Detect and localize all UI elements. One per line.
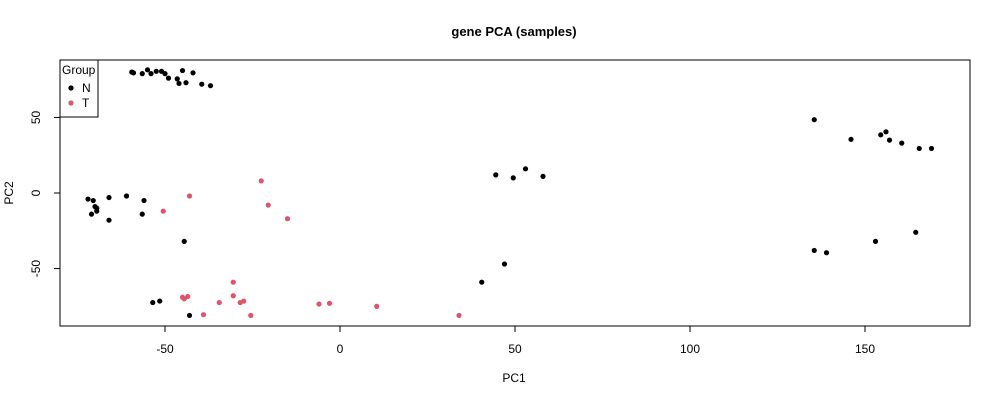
data-point-n (190, 70, 196, 76)
y-tick-label: 50 (29, 110, 43, 124)
data-point-n (878, 132, 884, 138)
data-point-n (811, 247, 817, 254)
data-point-n (886, 137, 893, 143)
data-point-n (899, 140, 905, 146)
data-point-t (265, 202, 271, 208)
data-point-t (241, 298, 247, 304)
data-point-t (216, 299, 222, 306)
legend-marker-t (68, 100, 74, 106)
data-point-n (123, 193, 130, 199)
data-point-n (174, 76, 180, 82)
y-tick-label: 0 (29, 189, 43, 196)
data-point-n (162, 71, 168, 77)
plot-frame (59, 59, 971, 327)
data-point-n (181, 238, 187, 244)
data-point-t (258, 178, 264, 184)
x-tick-label: 150 (855, 342, 875, 356)
data-point-n (106, 217, 112, 223)
x-tick-label: 0 (337, 342, 344, 356)
data-point-n (106, 194, 112, 201)
data-point-t (230, 293, 236, 299)
data-point-n (510, 175, 516, 181)
legend-marker-n (68, 85, 74, 91)
data-point-n (928, 145, 935, 152)
data-point-n (179, 67, 186, 74)
data-point-n (883, 129, 889, 135)
legend: Group N T (59, 59, 99, 118)
data-point-n (823, 250, 830, 256)
y-axis-label: PC2 (2, 181, 16, 205)
data-point-n (94, 208, 100, 214)
data-point-n (848, 136, 854, 142)
data-point-n (148, 71, 154, 77)
data-point-n (157, 298, 163, 304)
series-t (160, 178, 462, 319)
chart-title: gene PCA (samples) (451, 24, 576, 39)
y-tick-label: -50 (29, 260, 43, 278)
series-n (85, 67, 935, 319)
points-layer (85, 67, 935, 319)
data-point-n (139, 211, 145, 217)
data-point-n (144, 67, 151, 73)
data-point-n (493, 172, 499, 178)
data-point-n (165, 75, 172, 81)
data-point-n (141, 197, 147, 204)
data-point-t (160, 208, 166, 214)
data-point-n (479, 279, 485, 285)
data-point-n (153, 68, 159, 74)
data-point-t (374, 303, 380, 309)
data-point-t (456, 312, 462, 319)
legend-label-t: T (82, 96, 90, 110)
data-point-t (248, 312, 254, 319)
data-point-n (176, 80, 182, 87)
data-point-t (185, 293, 191, 300)
data-point-t (230, 279, 236, 285)
data-point-t (186, 193, 193, 199)
x-axis-label: PC1 (502, 371, 526, 385)
data-point-t (200, 312, 207, 318)
data-point-n (150, 299, 156, 306)
x-tick-label: -50 (156, 342, 174, 356)
x-tick-label: 100 (680, 342, 700, 356)
data-point-n (186, 312, 193, 319)
legend-box (59, 59, 99, 118)
data-point-n (90, 197, 96, 204)
data-point-n (207, 83, 214, 89)
data-point-n (540, 173, 546, 179)
data-point-n (183, 80, 189, 86)
data-point-n (88, 211, 95, 217)
data-point-n (913, 229, 919, 235)
data-point-n (85, 196, 91, 202)
data-point-n (199, 81, 205, 87)
data-point-n (872, 238, 879, 244)
x-tick-label: 50 (508, 342, 522, 356)
data-point-n (916, 145, 922, 152)
data-point-n (130, 70, 137, 76)
data-point-n (811, 117, 817, 123)
legend-title: Group (62, 63, 96, 77)
data-point-t (316, 301, 322, 307)
y-axis: -50 0 50 (29, 110, 61, 278)
data-point-t (326, 300, 333, 306)
data-point-n (522, 166, 529, 172)
x-axis: -50 0 50 100 150 (156, 325, 875, 356)
data-point-n (139, 71, 145, 77)
data-point-t (284, 216, 291, 222)
data-point-n (501, 261, 508, 267)
legend-label-n: N (82, 81, 91, 95)
